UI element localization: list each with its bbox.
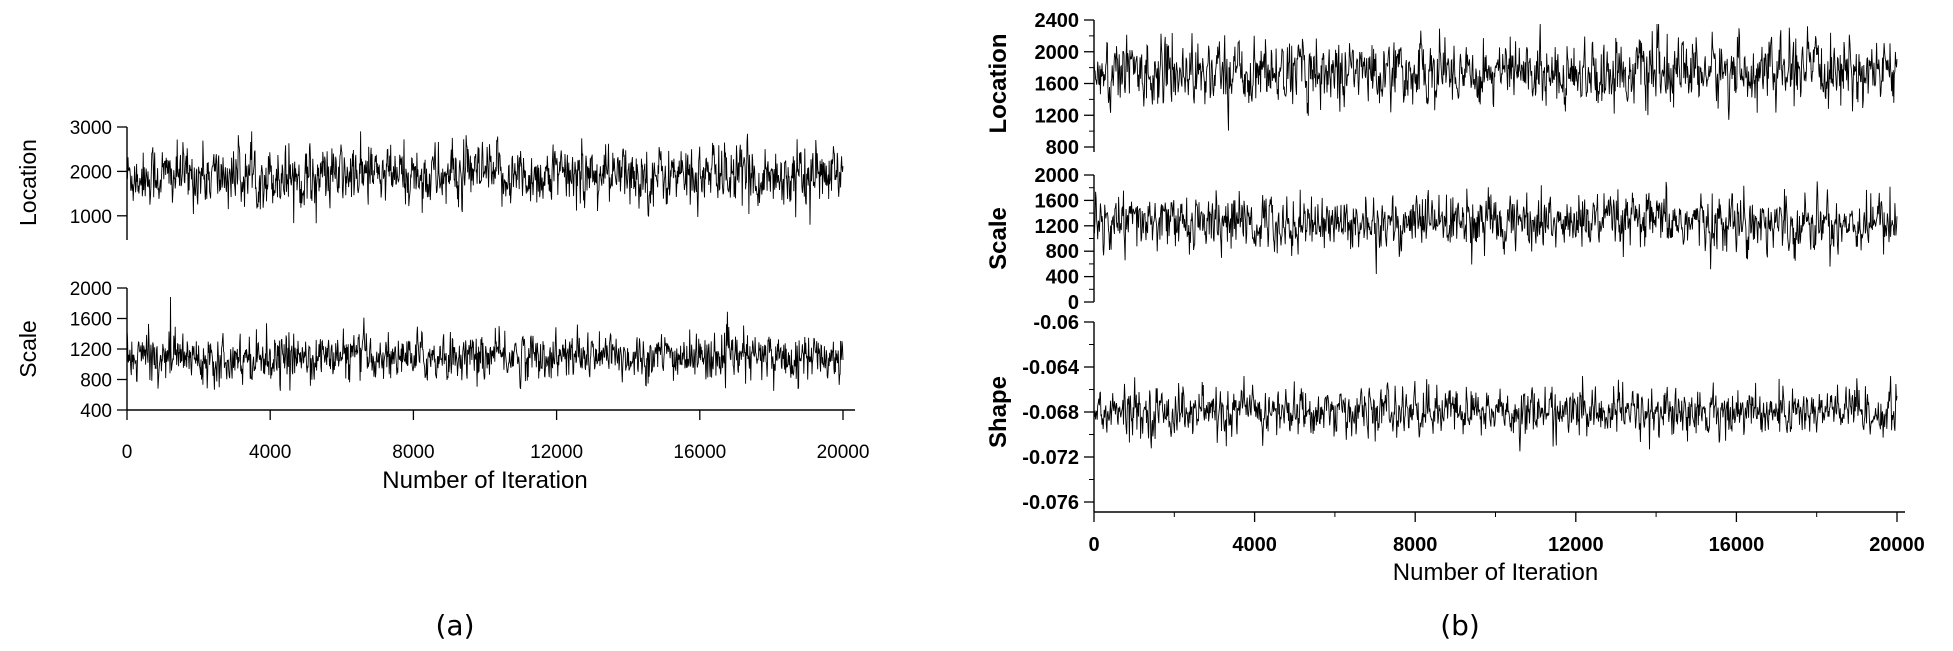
x-tick-label: 16000 [673,442,726,463]
x-tick-label: 20000 [1869,534,1925,556]
y-tick-label: 1600 [1035,74,1080,96]
panel-caption: (a) [435,609,474,642]
y-tick-label: 1600 [70,310,112,331]
x-tick-label: 0 [122,442,133,463]
y-tick-label: 800 [80,371,112,392]
x-tick-label: 8000 [392,442,434,463]
y-tick-label: 1200 [70,340,112,361]
panel-b: 2400 2000 1600 1200 800 Location 2000 1600 1200 8… [985,10,1925,642]
y-tick-label: 2000 [70,279,112,300]
y-tick-label: -0.076 [1022,492,1079,514]
y-axis-label: Location [985,34,1012,134]
panel-a: 3000 2000 1000 Location 2000 1600 1200 800 400 Sc… [15,118,869,642]
trace-line [126,131,844,225]
subplot-scale: 2000 1600 1200 800 400 Scale [15,279,844,422]
subplot-location: 3000 2000 1000 Location [15,118,844,240]
x-tick-label: 12000 [1548,534,1604,556]
x-tick-label: 4000 [249,442,291,463]
y-axis-label: Scale [15,320,41,378]
panel-caption: (b) [1440,609,1480,642]
x-axis-label: Number of Iteration [382,467,587,494]
subplot-shape: -0.06 -0.064 -0.068 -0.072 -0.076 Shape [985,312,1898,514]
y-tick-label: 2000 [70,162,112,183]
x-tick-label: 12000 [530,442,583,463]
x-axis: 0 4000 8000 12000 16000 20000 Number of Iterat… [1088,511,1925,586]
y-tick-label: -0.068 [1022,402,1079,424]
x-tick-label: 0 [1088,534,1099,556]
y-tick-label: 1600 [1035,190,1080,212]
y-tick-label: 3000 [70,118,112,139]
y-tick-label: 1200 [1035,216,1080,238]
y-tick-label: 2400 [1035,10,1080,32]
y-tick-label: -0.072 [1022,447,1079,469]
y-tick-label: 400 [1046,267,1079,289]
y-axis-label: Scale [985,207,1012,270]
y-tick-label: 1200 [1035,105,1080,127]
x-axis: 0 4000 8000 12000 16000 20000 Number of Iterat… [122,409,870,494]
trace-line [1093,181,1898,275]
y-tick-label: 0 [1068,292,1079,314]
y-tick-label: 1000 [70,207,112,228]
y-axis-label: Shape [985,376,1012,448]
x-tick-label: 16000 [1709,534,1765,556]
y-tick-label: -0.064 [1022,357,1080,379]
x-axis-label: Number of Iteration [1393,559,1598,586]
y-tick-label: -0.06 [1033,312,1079,334]
subplot-location: 2400 2000 1600 1200 800 Location [985,10,1898,159]
x-tick-label: 4000 [1232,534,1277,556]
x-tick-label: 8000 [1393,534,1438,556]
trace-line [1093,23,1898,131]
subplot-scale: 2000 1600 1200 800 400 0 Scale [985,165,1898,314]
y-tick-label: 800 [1046,241,1079,263]
y-axis-label: Location [15,139,41,226]
y-tick-label: 400 [80,401,112,422]
y-tick-label: 2000 [1035,42,1080,64]
trace-line [1093,375,1898,452]
x-tick-label: 20000 [817,442,870,463]
y-tick-label: 2000 [1035,165,1080,187]
trace-line [126,296,844,391]
y-tick-label: 800 [1046,137,1079,159]
